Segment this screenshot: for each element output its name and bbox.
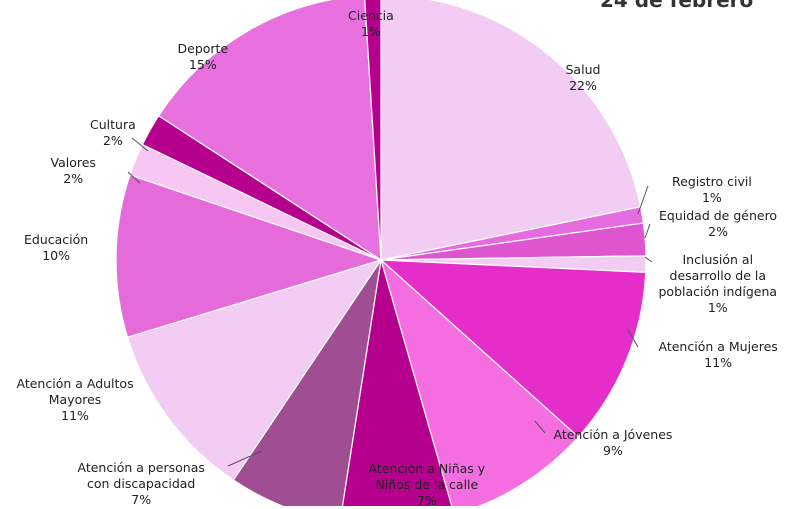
slice-label-valores: Valores 2%: [51, 155, 96, 187]
slice-label-name: Atención a Jóvenes: [553, 427, 673, 442]
pie-slice-atencion-a-personas-con-discapacidad: [232, 259, 382, 506]
pie-slice-atencion-a-jovenes: [379, 258, 580, 506]
slice-label-percent: 11%: [704, 355, 733, 370]
slice-label-percent: 9%: [603, 443, 623, 458]
slice-label-percent: 22%: [569, 78, 597, 93]
slice-label-deporte: Deporte 15%: [178, 41, 229, 73]
leader-line-registro-civil: [637, 185, 649, 215]
slice-label-salud: Salud 22%: [566, 62, 601, 94]
leader-line-atencion-a-jovenes: [534, 420, 546, 434]
leader-line-atencion-a-personas-con-discapacidad: [227, 450, 263, 467]
pie-slice-atencion-a-mujeres: [379, 259, 647, 438]
slice-label-cultura: Cultura 2%: [90, 117, 136, 149]
slice-label-registro-civil: Registro civil 1%: [672, 174, 752, 206]
slice-label-percent: 2%: [708, 224, 728, 239]
slice-label-atencion-a-adultos-mayores: Atención a Adultos Mayores 11%: [17, 376, 134, 424]
slice-label-educacion: Educación 10%: [24, 232, 88, 264]
slice-label-name: Educación: [24, 232, 89, 247]
slice-label-name: Niños de la calle: [375, 477, 479, 492]
leader-line-inclusion-al-desarrollo-de-la-poblacion-indigena: [644, 256, 653, 263]
pie-slice-atencion-a-ninas-y-ninos-de-la-calle: [341, 259, 453, 506]
slice-label-name: Inclusión al: [682, 252, 754, 267]
pie-slice-deporte: [157, 0, 382, 262]
slice-label-atencion-a-personas-con-discapacidad: Atención a personas con discapacidad 7%: [78, 460, 205, 508]
slice-label-percent: 11%: [61, 408, 89, 423]
slice-label-name: Deporte: [177, 41, 229, 56]
leader-line-cultura: [131, 137, 149, 152]
slice-label-name: desarrollo de la: [669, 268, 767, 283]
slice-label-percent: 15%: [188, 57, 217, 72]
leader-line-valores: [127, 171, 141, 184]
slice-label-equidad-de-genero: Equidad de género 2%: [659, 208, 777, 240]
slice-label-percent: 1%: [707, 300, 728, 315]
slice-label-inclusion-al-desarrollo-de-la-poblacion-indigena: Inclusión al desarrollo de la población in…: [659, 252, 778, 316]
leader-line-equidad-de-genero: [644, 223, 651, 239]
slice-label-name: Registro civil: [672, 174, 752, 189]
slice-label-ciencia: Ciencia 1%: [348, 8, 394, 40]
slice-label-atencion-a-ninas-y-ninos-de-la-calle: Atención a Niñas y Niños de la calle 7%: [369, 461, 486, 509]
slice-label-name: Atención a Niñas y: [368, 461, 486, 476]
pie-slice-salud: [380, 0, 642, 261]
slice-label-atencion-a-jovenes: Atención a Jóvenes 9%: [554, 427, 673, 459]
slice-label-percent: 7%: [416, 493, 437, 508]
slice-label-name: Atención a personas: [77, 460, 205, 475]
pie-slice-atencion-a-adultos-mayores: [126, 258, 383, 481]
slice-label-name: con discapacidad: [87, 476, 196, 491]
slice-label-percent: 2%: [63, 171, 84, 186]
leader-line-atencion-a-mujeres: [627, 329, 639, 348]
pie-slice-ciencia: [364, 0, 382, 261]
leader-lines: [127, 137, 653, 467]
slice-label-name: Cultura: [90, 117, 136, 132]
slice-label-percent: 10%: [42, 248, 70, 263]
slice-label-name: Atención a Adultos: [16, 376, 134, 391]
slice-label-atencion-a-mujeres: Atención a Mujeres 11%: [659, 339, 778, 371]
slice-label-name: población indígena: [658, 284, 778, 299]
slice-label-name: Valores: [50, 155, 96, 170]
slice-label-percent: 1%: [701, 190, 722, 205]
page-title: 24 de febrero: [600, 0, 754, 12]
pie-slice-educacion: [115, 174, 383, 338]
pie-slices: [115, 0, 647, 506]
slice-label-percent: 2%: [102, 133, 123, 148]
slice-label-name: Salud: [565, 62, 601, 77]
slice-label-name: Equidad de género: [659, 208, 778, 223]
slice-label-name: Atención a Mujeres: [658, 339, 778, 354]
slice-label-name: Ciencia: [348, 8, 394, 23]
slice-label-percent: 7%: [131, 492, 152, 507]
slice-label-name: Mayores: [48, 392, 102, 407]
slice-label-percent: 1%: [360, 24, 381, 39]
